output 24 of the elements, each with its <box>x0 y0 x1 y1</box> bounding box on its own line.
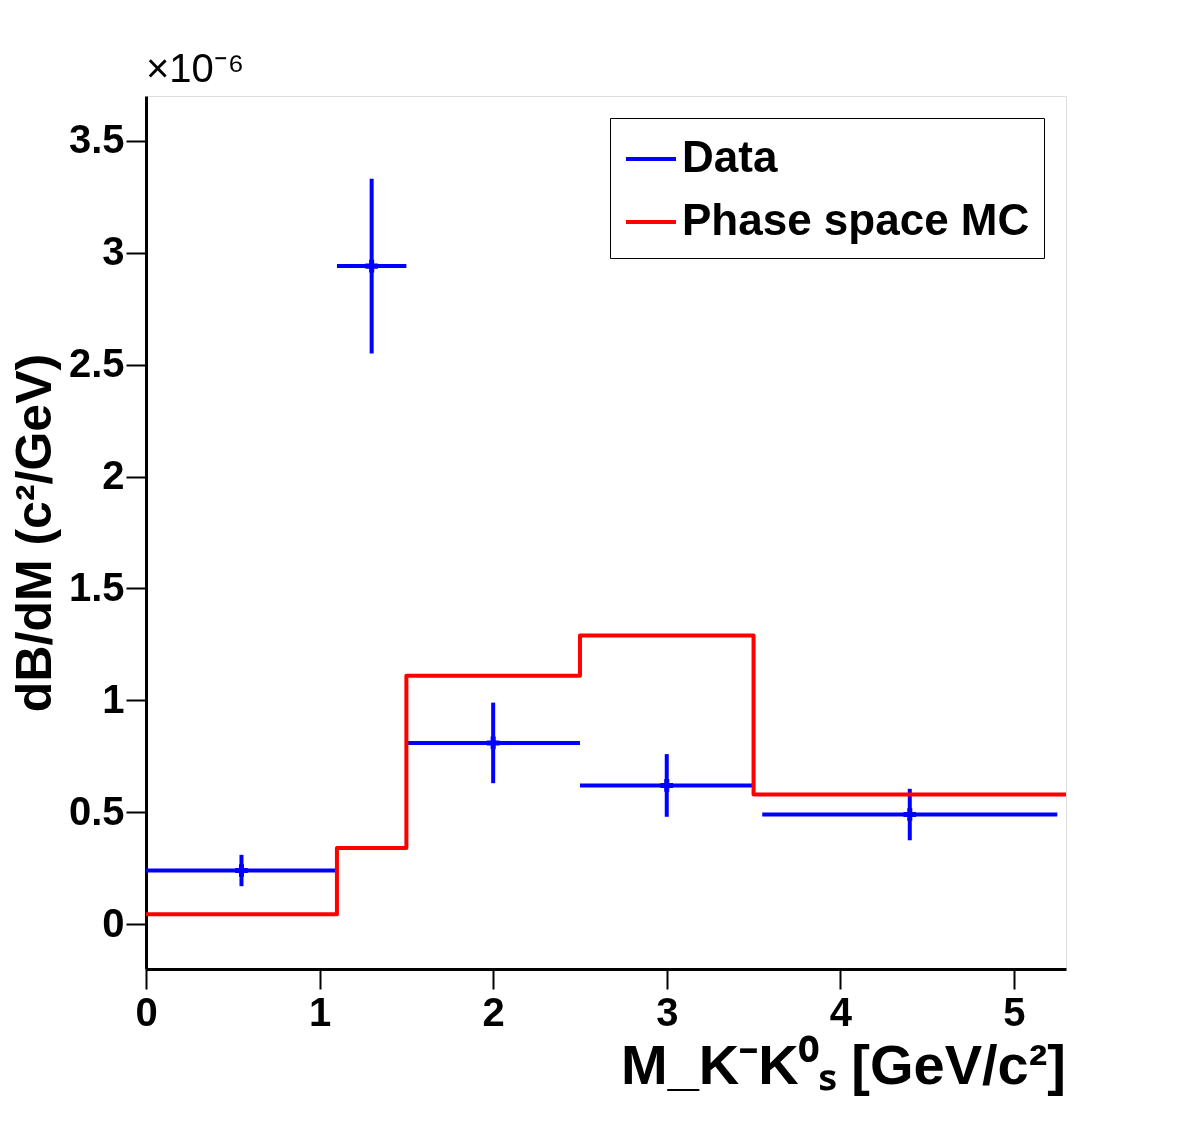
y-tick-label: 1.5 <box>68 564 125 609</box>
x-tick-label: 1 <box>308 989 332 1034</box>
y-tick-label: 3 <box>102 229 125 274</box>
y-tick-label: 0 <box>102 900 125 945</box>
point <box>365 259 378 273</box>
legend-label: Data <box>682 132 778 181</box>
x-tick-label: 0 <box>135 989 158 1034</box>
point <box>235 864 248 877</box>
y-tick-label: 2.5 <box>68 341 125 386</box>
text: ×10⁻⁶ <box>146 46 245 90</box>
x-tick-label: 2 <box>482 989 505 1034</box>
y-tick-label: 1 <box>102 676 125 721</box>
y-axis-title: dB/dM (c²/GeV) <box>5 353 62 713</box>
x-axis-title: M_K⁻K⁰ₛ [GeV/c²] <box>621 1033 1066 1096</box>
y-tick-label: 0.5 <box>68 788 125 833</box>
legend-label: Phase space MC <box>682 195 1030 244</box>
y-tick-label: 3.5 <box>68 117 125 162</box>
x-tick-label: 5 <box>1003 989 1026 1034</box>
point <box>903 808 917 821</box>
y-tick-label: 2 <box>102 453 125 498</box>
point <box>660 779 674 792</box>
point <box>486 736 500 750</box>
x-tick-label: 4 <box>829 989 853 1034</box>
x-tick-label: 3 <box>656 989 679 1034</box>
